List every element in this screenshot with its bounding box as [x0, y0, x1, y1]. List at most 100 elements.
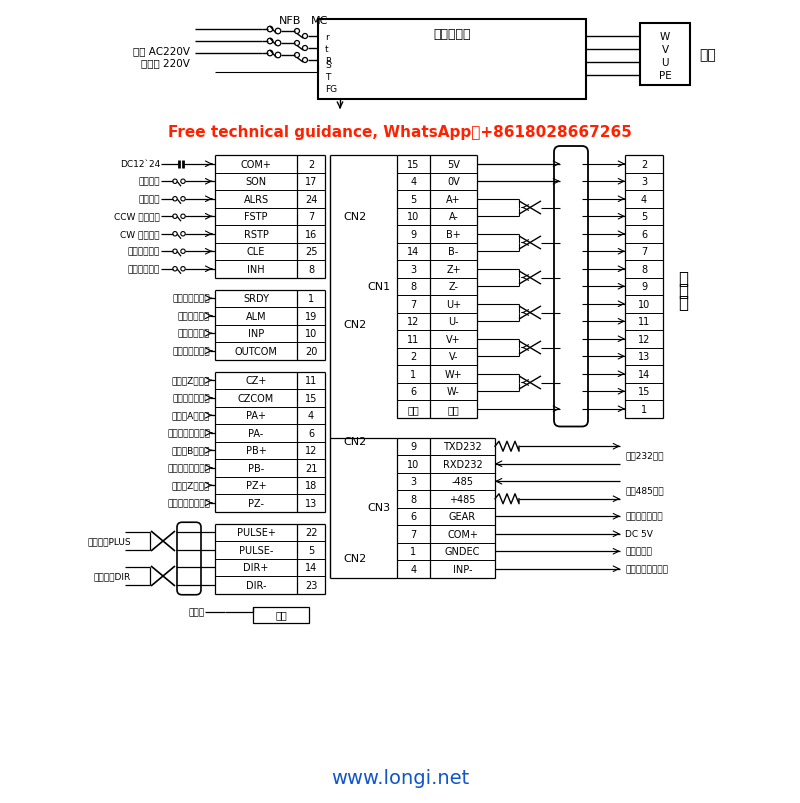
- Text: 4: 4: [641, 194, 647, 205]
- Text: PULSE+: PULSE+: [237, 528, 275, 537]
- Text: 4: 4: [410, 177, 417, 187]
- Text: 4: 4: [410, 564, 417, 574]
- Text: DIR+: DIR+: [243, 563, 269, 573]
- Text: 14: 14: [407, 247, 420, 257]
- Text: T: T: [325, 73, 330, 83]
- Text: 6: 6: [410, 512, 417, 522]
- Text: www.longi.net: www.longi.net: [331, 768, 469, 788]
- Text: 1: 1: [410, 369, 417, 379]
- Text: MC: MC: [311, 16, 329, 26]
- Text: 7: 7: [410, 300, 417, 309]
- Text: 6: 6: [410, 387, 417, 397]
- Text: GEAR: GEAR: [449, 512, 476, 522]
- Text: NFB: NFB: [279, 16, 301, 26]
- Text: CLE: CLE: [247, 247, 265, 257]
- Text: 18: 18: [305, 481, 317, 491]
- Text: CCW 驱动禁止: CCW 驱动禁止: [114, 213, 160, 222]
- Text: CN2: CN2: [343, 437, 366, 447]
- Text: 6: 6: [308, 428, 314, 438]
- Text: 定位完成输出: 定位完成输出: [178, 329, 210, 338]
- Text: 11: 11: [638, 317, 650, 327]
- Text: 19: 19: [305, 312, 317, 321]
- Text: r: r: [325, 32, 329, 42]
- Text: 2: 2: [641, 160, 647, 169]
- Text: 屏蔽地: 屏蔽地: [189, 607, 205, 616]
- Text: 25: 25: [305, 247, 318, 257]
- Text: 编码器Z相输出: 编码器Z相输出: [172, 377, 210, 385]
- Text: 7: 7: [641, 247, 647, 257]
- Text: GNDEC: GNDEC: [445, 547, 480, 556]
- Text: 伺服报警输出: 伺服报警输出: [178, 312, 210, 321]
- Text: 10: 10: [305, 329, 317, 339]
- Text: 定位完成输出负端: 定位完成输出负端: [625, 565, 668, 573]
- Text: CN2: CN2: [343, 554, 366, 564]
- Text: OUTCOM: OUTCOM: [234, 346, 278, 357]
- Text: V-: V-: [449, 352, 458, 362]
- Text: 5: 5: [308, 545, 314, 555]
- Text: W-: W-: [447, 387, 460, 397]
- Text: 1: 1: [641, 404, 647, 414]
- Text: CN2: CN2: [343, 212, 366, 222]
- Text: 三相 AC220V: 三相 AC220V: [133, 46, 190, 56]
- Text: 位置指令DIR: 位置指令DIR: [94, 572, 131, 581]
- Text: 23: 23: [305, 580, 317, 590]
- FancyBboxPatch shape: [554, 147, 588, 427]
- Text: 9: 9: [410, 230, 417, 239]
- Text: 10: 10: [638, 300, 650, 309]
- Text: 报警消除: 报警消除: [138, 195, 160, 204]
- Text: PB+: PB+: [246, 446, 266, 455]
- Text: 7: 7: [308, 212, 314, 222]
- Text: RXD232: RXD232: [442, 459, 482, 469]
- Text: 13: 13: [305, 498, 317, 508]
- Text: 编码器Z相输出: 编码器Z相输出: [172, 481, 210, 490]
- Text: 22: 22: [305, 528, 318, 537]
- Text: 5V: 5V: [447, 160, 460, 169]
- Text: S: S: [325, 61, 330, 71]
- Text: 8: 8: [641, 264, 647, 275]
- Bar: [640, 24, 690, 86]
- Text: （差动线路驱动）: （差动线路驱动）: [167, 499, 210, 507]
- Text: PA-: PA-: [248, 428, 264, 438]
- Text: 位置指令PLUS: 位置指令PLUS: [87, 537, 131, 546]
- Text: 3: 3: [410, 264, 417, 275]
- Text: COM+: COM+: [447, 529, 478, 539]
- Text: （差动线路驱动）: （差动线路驱动）: [167, 463, 210, 473]
- Text: R: R: [325, 56, 331, 65]
- Text: 伺服准备好输出: 伺服准备好输出: [172, 295, 210, 304]
- Bar: [318, 20, 586, 100]
- Text: 9: 9: [641, 282, 647, 291]
- Text: 3: 3: [410, 477, 417, 487]
- Text: ALRS: ALRS: [243, 194, 269, 205]
- Text: FSTP: FSTP: [244, 212, 268, 222]
- Text: CN3: CN3: [367, 503, 390, 513]
- Text: Free technical guidance, WhatsApp：+8618028667265: Free technical guidance, WhatsApp：+86180…: [168, 124, 632, 140]
- Text: PULSE-: PULSE-: [239, 545, 273, 555]
- Text: W+: W+: [445, 369, 462, 379]
- Text: 13: 13: [638, 352, 650, 362]
- Text: 12: 12: [407, 317, 420, 327]
- Text: 通信485插口: 通信485插口: [625, 486, 664, 495]
- Text: B-: B-: [448, 247, 458, 257]
- Text: 器: 器: [678, 294, 688, 312]
- Text: 10: 10: [407, 212, 420, 222]
- Text: U+: U+: [446, 300, 461, 309]
- Text: 屏蔽: 屏蔽: [448, 404, 459, 414]
- Text: 3: 3: [641, 177, 647, 187]
- Text: 电机: 电机: [700, 48, 716, 62]
- Text: Z-: Z-: [449, 282, 458, 291]
- Text: 16: 16: [305, 230, 317, 239]
- Text: 6: 6: [641, 230, 647, 239]
- Text: INP-: INP-: [453, 564, 472, 574]
- Text: 15: 15: [305, 393, 317, 403]
- Text: 8: 8: [308, 264, 314, 275]
- Text: 编: 编: [678, 270, 688, 288]
- Text: B+: B+: [446, 230, 461, 239]
- Text: 伺服输出公共端: 伺服输出公共端: [172, 347, 210, 356]
- Text: RSTP: RSTP: [243, 230, 269, 239]
- Text: PB-: PB-: [248, 463, 264, 473]
- Text: DC 5V: DC 5V: [625, 530, 653, 539]
- Text: 偏差计数清零: 偏差计数清零: [128, 247, 160, 256]
- Text: 2: 2: [308, 160, 314, 169]
- Text: INP: INP: [248, 329, 264, 339]
- Text: CW 驱动禁止: CW 驱动禁止: [121, 230, 160, 239]
